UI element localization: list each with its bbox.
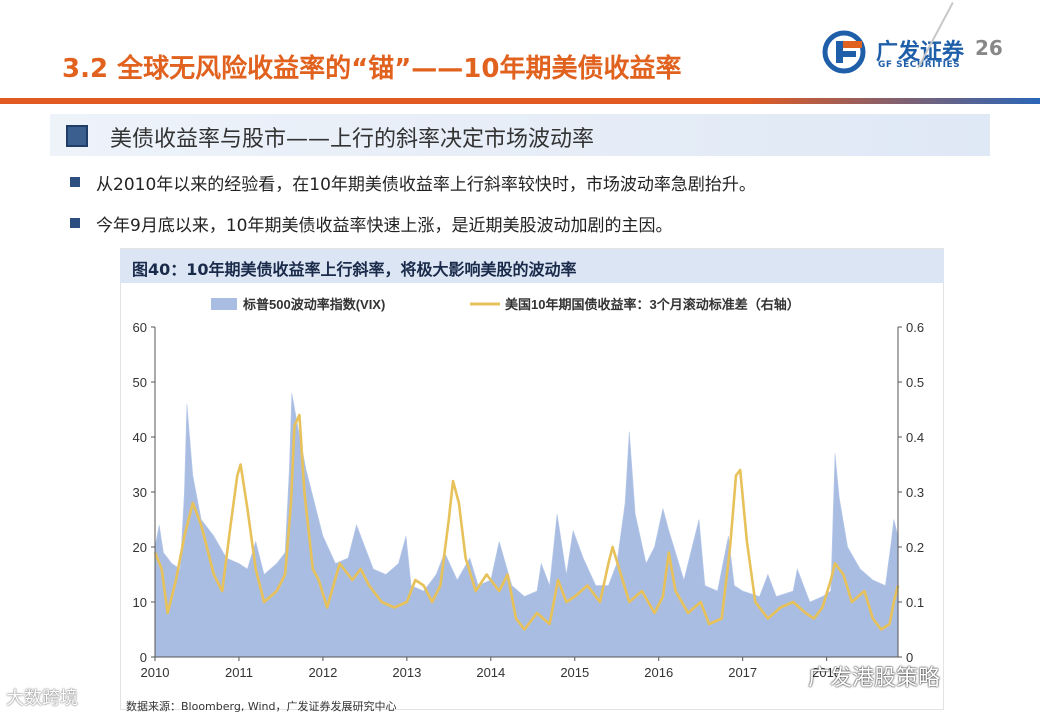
watermark-right: 广发港股策略 — [808, 666, 941, 691]
bullet-text-1: 从2010年以来的经验看，在10年期美债收益率上行斜率较快时，市场波动率急剧抬升… — [96, 175, 756, 195]
vix-area-series — [154, 392, 899, 658]
bullet-text-2: 今年9月底以来，10年期美债收益率快速上涨，是近期美股波动加剧的主因。 — [96, 216, 673, 236]
right-y-tick-label: 0.5 — [906, 375, 924, 390]
right-y-tick-label: 0 — [906, 650, 913, 665]
x-tick-label: 2013 — [392, 665, 421, 680]
x-tick-label: 2012 — [308, 665, 337, 680]
subheading-square-icon — [66, 125, 88, 147]
yield-std-line-series — [153, 413, 900, 631]
left-y-tick-label: 20 — [133, 540, 147, 555]
right-y-tick-label: 0.3 — [906, 485, 924, 500]
left-y-tick-label: 30 — [133, 485, 147, 500]
right-y-tick-label: 0.6 — [906, 320, 924, 335]
watermark-left: 大数跨境 — [6, 688, 78, 709]
header-color-bar — [0, 98, 1040, 104]
right-y-tick-label: 0.1 — [906, 595, 924, 610]
x-tick-label: 2017 — [728, 665, 757, 680]
left-y-tick-label: 60 — [133, 320, 147, 335]
figure-source: 数据来源：Bloomberg, Wind，广发证券发展研究中心 — [126, 700, 397, 713]
x-tick-label: 2014 — [476, 665, 505, 680]
x-tick-label: 2010 — [141, 665, 170, 680]
x-tick-label: 2016 — [644, 665, 673, 680]
subheading: 美债收益率与股市——上行的斜率决定市场波动率 — [110, 127, 595, 152]
subheading-band — [50, 114, 990, 156]
x-tick-label: 2018 — [812, 665, 841, 680]
left-y-tick-label: 10 — [133, 595, 147, 610]
right-y-tick-label: 0.4 — [906, 430, 924, 445]
x-tick-label: 2011 — [225, 665, 253, 680]
legend-label-yield: 美国10年期国债收益率：3个月滚动标准差（右轴） — [505, 297, 800, 312]
bullet-square-icon — [70, 218, 80, 228]
left-y-tick-label: 50 — [133, 375, 147, 390]
x-tick-label: 2015 — [560, 665, 589, 680]
page-title: 3.2 全球无风险收益率的“锚”——10年期美债收益率 — [62, 54, 682, 84]
left-y-tick-label: 40 — [133, 430, 147, 445]
legend-label-vix: 标普500波动率指数(VIX) — [242, 297, 385, 312]
legend-swatch-vix — [211, 298, 237, 310]
right-y-tick-label: 0.2 — [906, 540, 924, 555]
left-y-tick-label: 0 — [140, 650, 147, 665]
figure-title-band — [120, 249, 944, 283]
page-number: 26 — [975, 36, 1003, 60]
figure-title: 图40：10年期美债收益率上行斜率，将极大影响美股的波动率 — [132, 260, 577, 279]
gf-logo-icon — [822, 30, 866, 74]
bullet-square-icon — [70, 177, 80, 187]
